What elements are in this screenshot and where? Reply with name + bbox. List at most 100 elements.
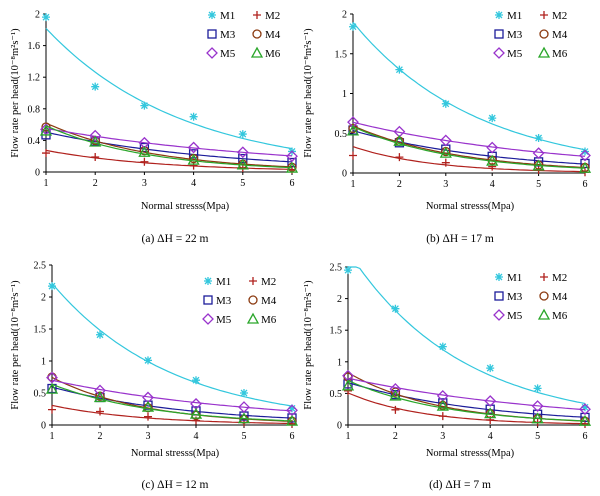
legend-label-m4: M4	[552, 291, 568, 303]
point-m1	[534, 134, 543, 143]
x-tick-label: 1	[351, 179, 356, 190]
y-tick-label: 2	[342, 10, 347, 21]
point-m3	[139, 142, 150, 153]
legend-label-m6: M6	[552, 48, 568, 60]
x-tick-label: 3	[142, 178, 147, 189]
y-tick-label: 0.8	[28, 104, 41, 115]
fit-curve-m6	[352, 126, 586, 169]
point-m5	[579, 149, 591, 162]
point-m2	[438, 412, 447, 421]
ylabel-c: Flow rate per head(10⁻⁸m²s⁻¹)	[10, 280, 21, 410]
fit-curve-m3	[347, 382, 586, 418]
y-tick-label: 0.5	[34, 389, 47, 400]
point-m1	[349, 22, 357, 31]
x-tick-label: 2	[393, 431, 398, 442]
legend-label-m1: M1	[216, 276, 231, 288]
point-m6	[89, 135, 102, 147]
y-tick-label: 0.5	[330, 389, 343, 400]
x-tick-label: 4	[490, 179, 495, 190]
fit-curve-m4	[347, 372, 586, 422]
y-tick-label: 1.5	[330, 326, 343, 337]
point-m1	[344, 266, 352, 275]
point-m6	[439, 146, 452, 158]
point-m6	[532, 159, 545, 171]
legend-label-m5: M5	[507, 48, 523, 60]
legend-label-m1: M1	[507, 272, 522, 284]
x-tick-label: 5	[240, 178, 245, 189]
legend-label-m4: M4	[265, 29, 281, 41]
caption-b: (b) ΔH = 17 m	[426, 233, 494, 245]
point-m1	[486, 364, 495, 373]
legend-label-m5: M5	[507, 310, 523, 322]
x-tick-label: 4	[488, 431, 493, 442]
y-tick-label: 2	[337, 294, 342, 305]
fit-curve-m6	[347, 379, 586, 422]
point-m1	[438, 342, 447, 351]
point-m6	[341, 379, 355, 391]
point-m3	[238, 153, 248, 164]
y-tick-label: 2	[41, 293, 46, 304]
fit-curve-m4	[45, 122, 293, 168]
legend-label-m3: M3	[216, 295, 232, 307]
fit-curve-m2	[51, 404, 293, 425]
legend-marker-m6	[246, 312, 260, 324]
legend-marker-m4	[252, 29, 262, 39]
point-m1	[581, 403, 589, 412]
point-m1	[189, 112, 198, 121]
point-m2	[42, 149, 50, 158]
point-m1	[441, 99, 450, 108]
y-tick-label: 0	[342, 169, 347, 180]
point-m1	[533, 384, 542, 393]
legend-label-m3: M3	[507, 29, 523, 41]
point-m6	[285, 414, 299, 426]
fit-curve-m3	[51, 386, 293, 419]
y-tick-label: 2.5	[34, 261, 47, 272]
point-m1	[581, 147, 589, 156]
x-tick-label: 6	[583, 179, 588, 190]
legend-marker-m3	[207, 29, 217, 39]
point-m5	[486, 141, 499, 154]
xlabel-d: Normal stresss(Mpa)	[426, 448, 515, 459]
fit-curve-m1	[45, 27, 293, 150]
fit-curve-m5	[45, 127, 293, 157]
fit-curve-m5	[51, 379, 293, 412]
legend-marker-m3	[494, 29, 504, 39]
fit-curve-m5	[347, 377, 586, 411]
point-m6	[45, 382, 59, 394]
x-tick-label: 6	[290, 431, 295, 442]
fit-curve-m1	[352, 21, 586, 151]
xlabel-b: Normal stresss(Mpa)	[426, 201, 515, 212]
point-m2	[349, 151, 357, 160]
point-m2	[140, 157, 149, 166]
fit-curve-m2	[352, 146, 585, 173]
y-tick-label: 0.4	[28, 136, 41, 147]
fit-curve-m2	[347, 392, 586, 425]
point-m5	[389, 383, 402, 395]
legend-label-m6: M6	[265, 48, 281, 60]
legend-marker-m4	[539, 29, 549, 39]
legend-label-m5: M5	[220, 48, 236, 60]
panel-a: 1 2 3 4 5 6 0 0.4 0.8 1.2 1.6 2 M1 M2 M3 M4 M5 M6	[28, 10, 299, 189]
x-tick-label: 3	[440, 431, 445, 442]
point-m1	[140, 101, 149, 110]
y-tick-label: 1.6	[28, 41, 41, 52]
legend-label-m2: M2	[552, 10, 567, 22]
legend-marker-m1	[208, 11, 216, 19]
point-m1	[192, 376, 200, 385]
x-tick-label: 5	[535, 431, 540, 442]
x-tick-label: 2	[93, 178, 98, 189]
y-tick-label: 0	[41, 421, 46, 432]
point-m1	[42, 13, 50, 22]
legend-label-m5: M5	[216, 314, 232, 326]
point-m1	[96, 330, 104, 339]
fit-curve-m1	[348, 266, 586, 405]
legend-label-m6: M6	[261, 314, 277, 326]
x-tick-label: 2	[98, 431, 103, 442]
x-tick-label: 6	[583, 431, 588, 442]
legend-label-m3: M3	[220, 29, 236, 41]
legend-marker-m2	[253, 11, 261, 19]
point-m1	[144, 356, 152, 365]
point-m5	[579, 403, 591, 416]
point-m1	[395, 65, 404, 74]
